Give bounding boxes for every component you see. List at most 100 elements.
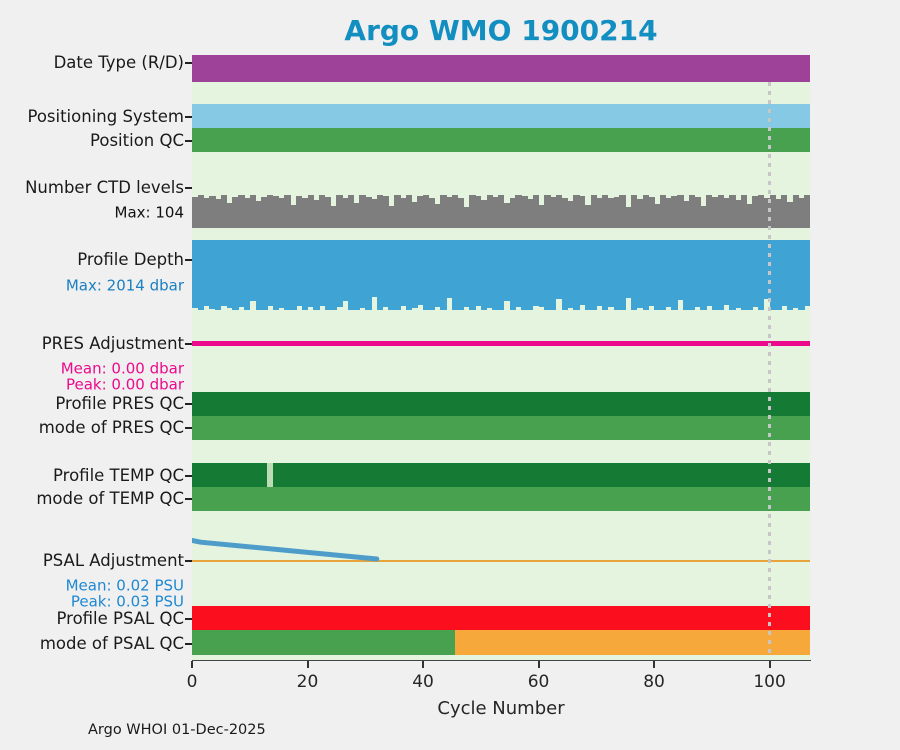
y-tick <box>185 618 192 620</box>
profile-depth-bar <box>717 240 724 310</box>
x-tick-label: 20 <box>296 672 319 692</box>
number-ctd-levels-bar <box>625 206 632 228</box>
profile-depth-bar <box>700 240 707 310</box>
number-ctd-levels-bar <box>763 197 771 228</box>
number-ctd-levels-bar <box>469 195 476 228</box>
profile-depth-bar <box>232 240 239 310</box>
number-ctd-levels-bar <box>417 195 424 228</box>
profile-depth-bar <box>758 240 765 310</box>
profile-depth-bar <box>486 240 493 309</box>
number-ctd-levels-bar <box>342 198 349 228</box>
number-ctd-levels-bar <box>226 203 234 228</box>
number-ctd-levels-bar <box>769 195 776 228</box>
profile-depth-bar <box>480 240 488 310</box>
profile-depth-bar <box>388 240 395 310</box>
profile-depth-bar <box>694 240 701 308</box>
profile-depth-bar <box>729 240 736 310</box>
profile-depth-bar <box>220 240 228 306</box>
profile-depth-bar <box>209 240 216 309</box>
number-ctd-levels-bar <box>261 197 268 228</box>
row-label: PSAL Adjustment <box>42 551 184 571</box>
profile-depth-bar <box>446 240 453 298</box>
profile-depth-bar <box>498 240 505 310</box>
profile-depth-bar <box>295 240 303 306</box>
profile-depth-bar <box>417 240 424 306</box>
number-ctd-levels-bar <box>411 201 418 228</box>
number-ctd-levels-bar <box>486 195 493 228</box>
x-tick <box>306 661 309 668</box>
number-ctd-levels-bar <box>729 195 736 228</box>
row-label: mode of TEMP QC <box>36 489 184 509</box>
number-ctd-levels-bar <box>532 195 540 228</box>
profile-depth-bar <box>555 240 563 300</box>
profile-depth-bar <box>550 240 557 310</box>
number-ctd-levels-bar <box>475 195 482 228</box>
profile-depth-bar <box>561 240 569 310</box>
profile-depth-bar <box>671 240 678 310</box>
number-ctd-levels-bar <box>243 197 251 228</box>
profile-depth-bar <box>324 240 332 310</box>
number-ctd-levels-bar <box>388 205 395 228</box>
profile-depth-bar <box>440 240 447 310</box>
row-label: Peak: 0.00 dbar <box>65 375 184 394</box>
number-ctd-levels-bar <box>521 196 528 228</box>
number-ctd-levels-bar <box>347 195 355 228</box>
number-ctd-levels-bar <box>267 195 274 228</box>
number-ctd-levels-bar <box>781 195 788 228</box>
number-ctd-levels-bar <box>405 195 413 228</box>
y-tick <box>185 560 192 562</box>
profile-depth-bar <box>319 240 326 307</box>
profile-depth-bar <box>532 240 540 307</box>
profile-depth-bar <box>630 240 638 310</box>
number-ctd-levels-bar <box>301 197 309 228</box>
number-ctd-levels-bar <box>659 195 667 228</box>
profile-depth-bar <box>301 240 309 310</box>
number-ctd-levels-bar <box>307 195 314 228</box>
number-ctd-levels-bar <box>503 202 511 228</box>
row-label: Positioning System <box>27 107 184 127</box>
row-label: Profile PSAL QC <box>56 609 184 629</box>
profile-depth-bar <box>648 240 655 306</box>
number-ctd-levels-bar <box>573 195 580 228</box>
profile-depth-bar <box>382 240 389 308</box>
number-ctd-levels-bar <box>717 195 724 228</box>
number-ctd-levels-bar <box>278 198 285 228</box>
number-ctd-levels-bar <box>272 196 280 228</box>
number-ctd-levels-bar <box>480 200 488 228</box>
profile-depth-bar <box>526 240 534 310</box>
profile-depth-bar <box>405 240 413 310</box>
profile-depth-bar <box>567 240 574 308</box>
row-label: Max: 104 <box>114 203 184 222</box>
profile-depth-bar <box>521 240 528 310</box>
number-ctd-levels-bar <box>515 195 522 228</box>
row-label: Mean: 0.00 dbar <box>60 359 184 378</box>
mode-pres-qc-bar <box>192 416 810 440</box>
number-ctd-levels-bar <box>723 198 730 228</box>
number-ctd-levels-bar <box>642 195 649 228</box>
number-ctd-levels-bar <box>526 198 534 228</box>
number-ctd-levels-bar <box>365 197 372 228</box>
number-ctd-levels-bar <box>509 197 517 228</box>
profile-temp-qc-bar <box>267 463 273 487</box>
number-ctd-levels-bar <box>740 195 748 228</box>
profile-depth-bar <box>636 240 644 308</box>
number-ctd-levels-bar <box>394 195 401 228</box>
x-tick-label: 0 <box>186 672 198 692</box>
number-ctd-levels-bar <box>677 195 684 228</box>
profile-depth-bar <box>371 240 378 297</box>
profile-depth-bar <box>775 240 782 310</box>
profile-depth-bar <box>613 240 620 310</box>
profile-depth-bar <box>723 240 730 306</box>
number-ctd-levels-bar <box>706 195 713 228</box>
footer-text: Argo WHOI 01-Dec-2025 <box>88 722 266 738</box>
profile-depth-bar <box>411 240 418 308</box>
profile-depth-bar <box>451 240 459 310</box>
number-ctd-levels-bar <box>596 197 603 228</box>
number-ctd-levels-bar <box>382 196 389 228</box>
number-ctd-levels-bar <box>203 197 210 228</box>
profile-depth-bar <box>307 240 314 308</box>
profile-depth-bar <box>578 240 586 306</box>
number-ctd-levels-bar <box>700 206 707 228</box>
profile-depth-bar <box>492 240 499 310</box>
profile-depth-bar <box>503 240 511 301</box>
